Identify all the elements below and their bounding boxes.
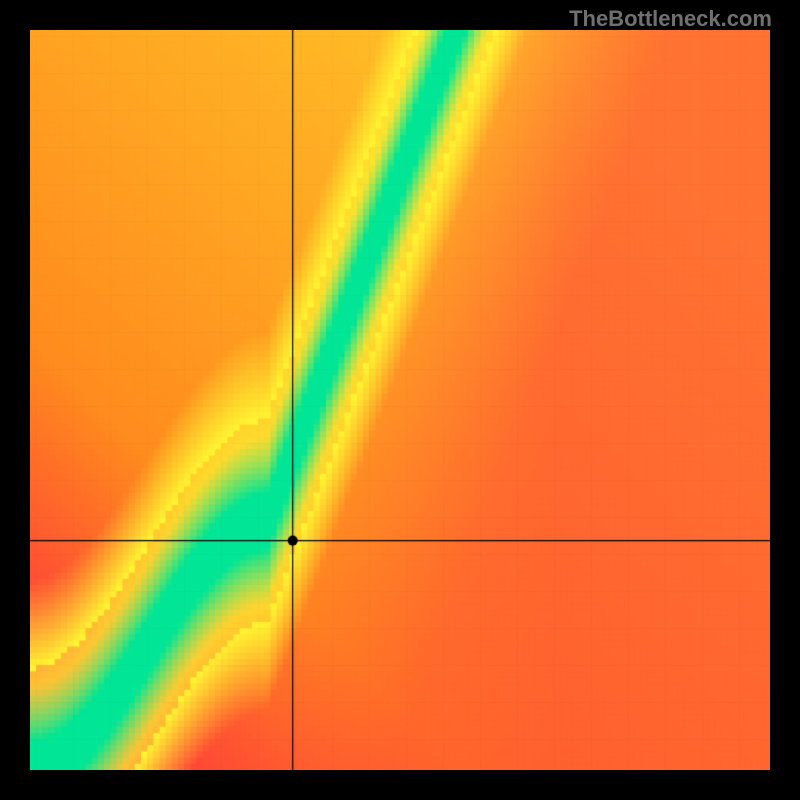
chart-container: TheBottleneck.com (0, 0, 800, 800)
watermark-text: TheBottleneck.com (569, 6, 772, 32)
bottleneck-heatmap (30, 30, 770, 770)
